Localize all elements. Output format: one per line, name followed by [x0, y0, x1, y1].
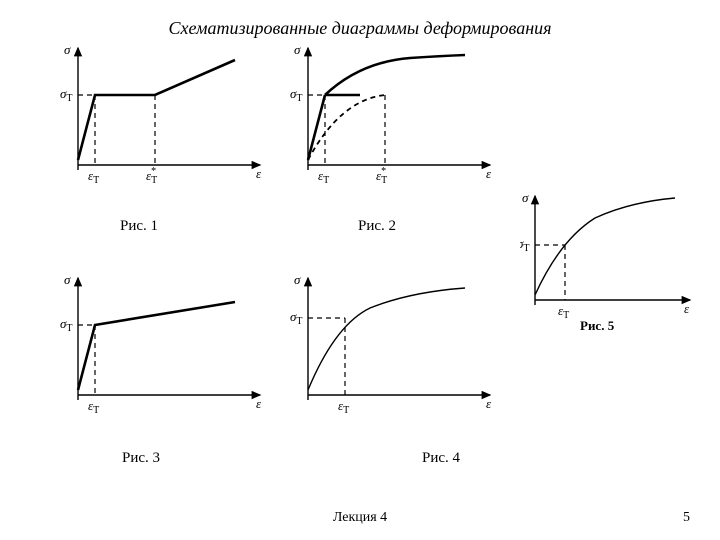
- svg-text:εТ: εТ: [338, 398, 349, 416]
- svg-text:ε: ε: [486, 396, 492, 411]
- footer-page-number: 5: [683, 510, 690, 526]
- fig2-caption: Рис. 2: [358, 218, 396, 235]
- svg-text:σТ: σТ: [290, 309, 303, 327]
- sigma-label: σ: [64, 42, 71, 57]
- svg-text:εТ: εТ: [88, 398, 99, 416]
- fig2-chart: σ ε σТ εТ ε*Т: [290, 40, 510, 210]
- svg-text:σТ: σТ: [290, 86, 303, 104]
- svg-text:σ: σ: [294, 272, 301, 287]
- svg-text:σТ: σТ: [60, 316, 73, 334]
- svg-text:σ: σ: [522, 190, 529, 205]
- svg-text:εТ: εТ: [88, 168, 99, 186]
- fig5-chart: σ ε σТ εТ Рис. 5: [520, 190, 700, 340]
- footer-lecture: Лекция 4: [0, 510, 720, 526]
- svg-text:εТ: εТ: [318, 168, 329, 186]
- svg-text:σ: σ: [294, 42, 301, 57]
- fig4-chart: σ ε σТ εТ: [290, 270, 510, 440]
- fig1-caption: Рис. 1: [120, 218, 158, 235]
- fig1-chart: σ ε σТ εТ ε*Т: [60, 40, 280, 210]
- svg-text:ε: ε: [486, 166, 492, 181]
- svg-text:σТ: σТ: [520, 236, 530, 254]
- svg-text:ε*Т: ε*Т: [376, 166, 387, 186]
- fig5-caption: Рис. 5: [580, 318, 615, 333]
- fig4-caption: Рис. 4: [422, 450, 460, 467]
- svg-text:ε: ε: [684, 301, 690, 316]
- svg-text:ε*Т: ε*Т: [146, 166, 157, 186]
- eps-label: ε: [256, 166, 262, 181]
- page-title: Схематизированные диаграммы деформирован…: [0, 18, 720, 39]
- svg-text:εТ: εТ: [558, 303, 569, 321]
- svg-text:σ: σ: [64, 272, 71, 287]
- svg-text:ε: ε: [256, 396, 262, 411]
- fig3-chart: σ ε σТ εТ: [60, 270, 280, 440]
- svg-text:σТ: σТ: [60, 86, 73, 104]
- fig3-caption: Рис. 3: [122, 450, 160, 467]
